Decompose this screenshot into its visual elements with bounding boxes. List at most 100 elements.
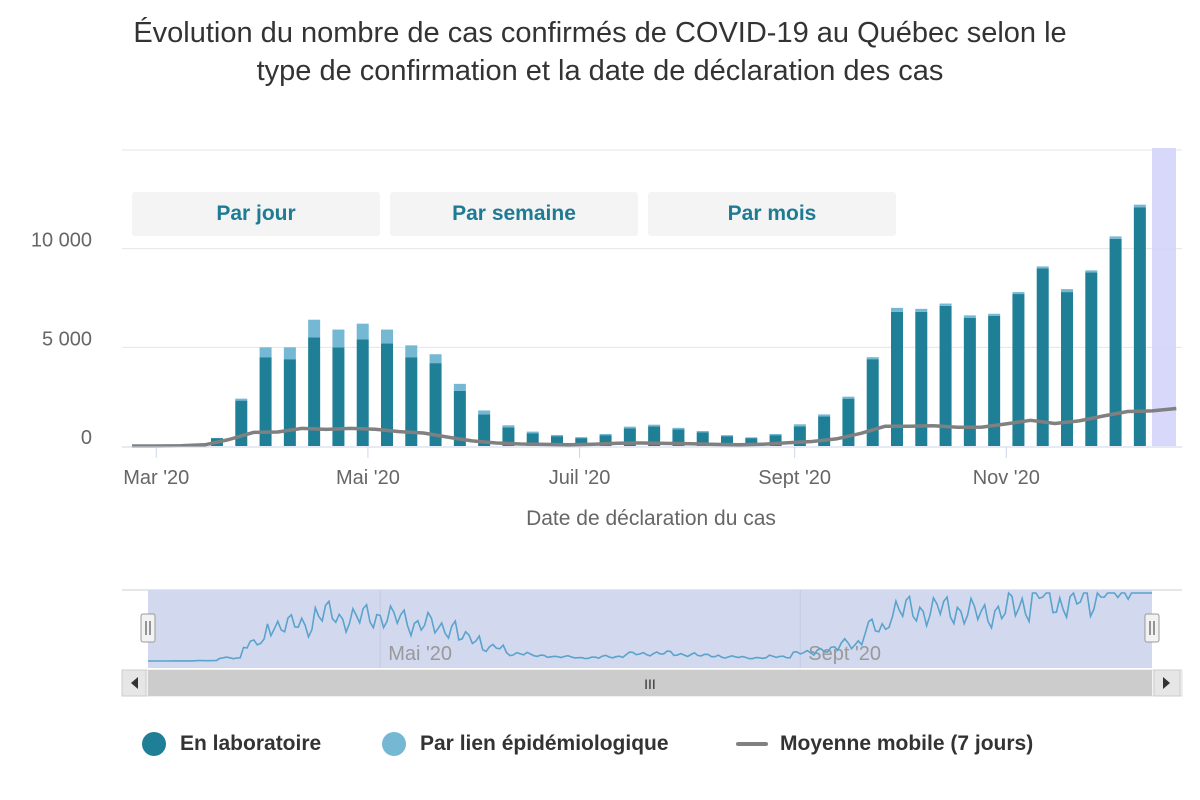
bar-epi[interactable] (915, 308, 928, 312)
bar-epi[interactable] (721, 435, 733, 437)
scroll-right-button[interactable] (1153, 669, 1181, 697)
bar-lab[interactable] (1036, 268, 1049, 446)
legend-epi-marker (382, 732, 406, 756)
range-button-day[interactable]: Par jour (132, 192, 380, 236)
bar-lab[interactable] (1109, 238, 1122, 446)
bar-lab[interactable] (575, 438, 588, 446)
bar-epi[interactable] (891, 307, 903, 312)
bar-epi[interactable] (453, 383, 466, 391)
bar-epi[interactable] (235, 398, 248, 401)
navigator-label: Mai '20 (388, 643, 452, 665)
moving-average-series[interactable] (132, 406, 1177, 448)
bar-lab[interactable] (648, 426, 661, 446)
bar-lab[interactable] (1061, 292, 1073, 446)
arrow-right-icon (1163, 677, 1170, 689)
x-tick-label: Sept '20 (758, 467, 831, 489)
bar-epi[interactable] (696, 431, 709, 433)
bar-lab[interactable] (891, 311, 903, 446)
bar-lab[interactable] (502, 427, 515, 446)
bar-epi[interactable] (526, 431, 539, 434)
scrollbar-thumb[interactable] (148, 670, 1152, 696)
bar-epi[interactable] (818, 414, 831, 417)
bar-lab[interactable] (405, 357, 418, 446)
chart-title-line-2: type de confirmation et la date de décla… (256, 55, 944, 87)
bar-lab[interactable] (381, 343, 393, 446)
bar-lab[interactable] (1085, 272, 1098, 446)
bar-epi[interactable] (648, 424, 661, 427)
bar-epi[interactable] (405, 345, 418, 358)
bar-lab[interactable] (259, 357, 272, 446)
navigator-handle-left[interactable] (140, 613, 156, 643)
x-axis-title: Date de déclaration du cas (526, 507, 776, 530)
bar-epi[interactable] (429, 354, 442, 364)
bar-lab[interactable] (235, 400, 248, 446)
bar-lab[interactable] (721, 436, 733, 446)
bar-epi[interactable] (502, 425, 515, 428)
bar-epi[interactable] (745, 437, 758, 439)
bar-epi[interactable] (672, 427, 685, 430)
bar-lab[interactable] (332, 347, 345, 446)
x-tick-label: Nov '20 (973, 467, 1040, 489)
bar-lab[interactable] (478, 414, 491, 446)
bar-epi[interactable] (963, 315, 976, 318)
navigator-handle-right[interactable] (1144, 613, 1160, 643)
bar-epi[interactable] (1085, 270, 1098, 273)
bar-epi[interactable] (1012, 292, 1025, 295)
bar-epi[interactable] (259, 347, 272, 358)
bar-epi[interactable] (939, 303, 952, 306)
x-tick-label: Juil '20 (549, 467, 611, 489)
y-axis-ticks: 0 5 000 10 000 (31, 230, 92, 449)
bar-epi[interactable] (1109, 236, 1122, 239)
x-tick-label: Mai '20 (336, 467, 400, 489)
bar-epi[interactable] (332, 329, 345, 348)
bar-epi[interactable] (478, 410, 491, 415)
legend-epi-label: Par lien épidémiologique (420, 732, 669, 755)
bar-epi[interactable] (283, 347, 296, 360)
arrow-left-icon (131, 677, 138, 689)
bar-epi[interactable] (793, 424, 806, 427)
legend-item-avg[interactable]: Moyenne mobile (7 jours) (736, 728, 1033, 760)
legend-item-lab[interactable]: En laboratoire (142, 728, 321, 760)
bar-series[interactable] (162, 204, 1146, 446)
moving-average-line[interactable] (132, 406, 1177, 448)
bar-lab[interactable] (429, 363, 442, 446)
bar-epi[interactable] (842, 396, 855, 399)
bar-epi[interactable] (1133, 204, 1146, 208)
bar-lab[interactable] (283, 359, 296, 446)
y-tick-label: 10 000 (31, 230, 92, 252)
bar-lab[interactable] (551, 436, 563, 446)
bar-epi[interactable] (356, 323, 369, 340)
selection-edge-highlight (1152, 148, 1176, 446)
bar-lab[interactable] (453, 390, 466, 446)
bar-epi[interactable] (599, 433, 612, 436)
navigator[interactable]: Mai '20 Sept '20 (122, 589, 1182, 668)
bar-epi[interactable] (866, 357, 879, 360)
bar-epi[interactable] (381, 329, 393, 344)
bar-epi[interactable] (551, 434, 563, 437)
legend-item-epi[interactable]: Par lien épidémiologique (382, 728, 669, 760)
bar-lab[interactable] (988, 315, 1001, 446)
bar-lab[interactable] (1133, 207, 1146, 446)
bar-epi[interactable] (623, 426, 636, 429)
bar-lab[interactable] (308, 337, 321, 446)
bar-epi[interactable] (575, 437, 588, 439)
scrollbar[interactable]: III (121, 669, 1183, 697)
navigator-label: Sept '20 (808, 643, 881, 665)
bar-lab[interactable] (599, 435, 612, 446)
bar-lab[interactable] (915, 311, 928, 446)
bar-lab[interactable] (866, 359, 879, 446)
bar-epi[interactable] (1036, 266, 1049, 269)
bar-lab[interactable] (745, 438, 758, 446)
range-button-week[interactable]: Par semaine (390, 192, 638, 236)
bar-lab[interactable] (1012, 294, 1025, 446)
bar-lab[interactable] (356, 339, 369, 446)
bar-lab[interactable] (769, 435, 782, 446)
scroll-left-button[interactable] (121, 669, 147, 697)
bar-epi[interactable] (1061, 289, 1073, 293)
bar-lab[interactable] (963, 317, 976, 446)
bar-epi[interactable] (988, 313, 1001, 316)
bar-epi[interactable] (308, 319, 321, 338)
bar-epi[interactable] (769, 433, 782, 436)
range-button-month[interactable]: Par mois (648, 192, 896, 236)
bar-lab[interactable] (939, 305, 952, 446)
